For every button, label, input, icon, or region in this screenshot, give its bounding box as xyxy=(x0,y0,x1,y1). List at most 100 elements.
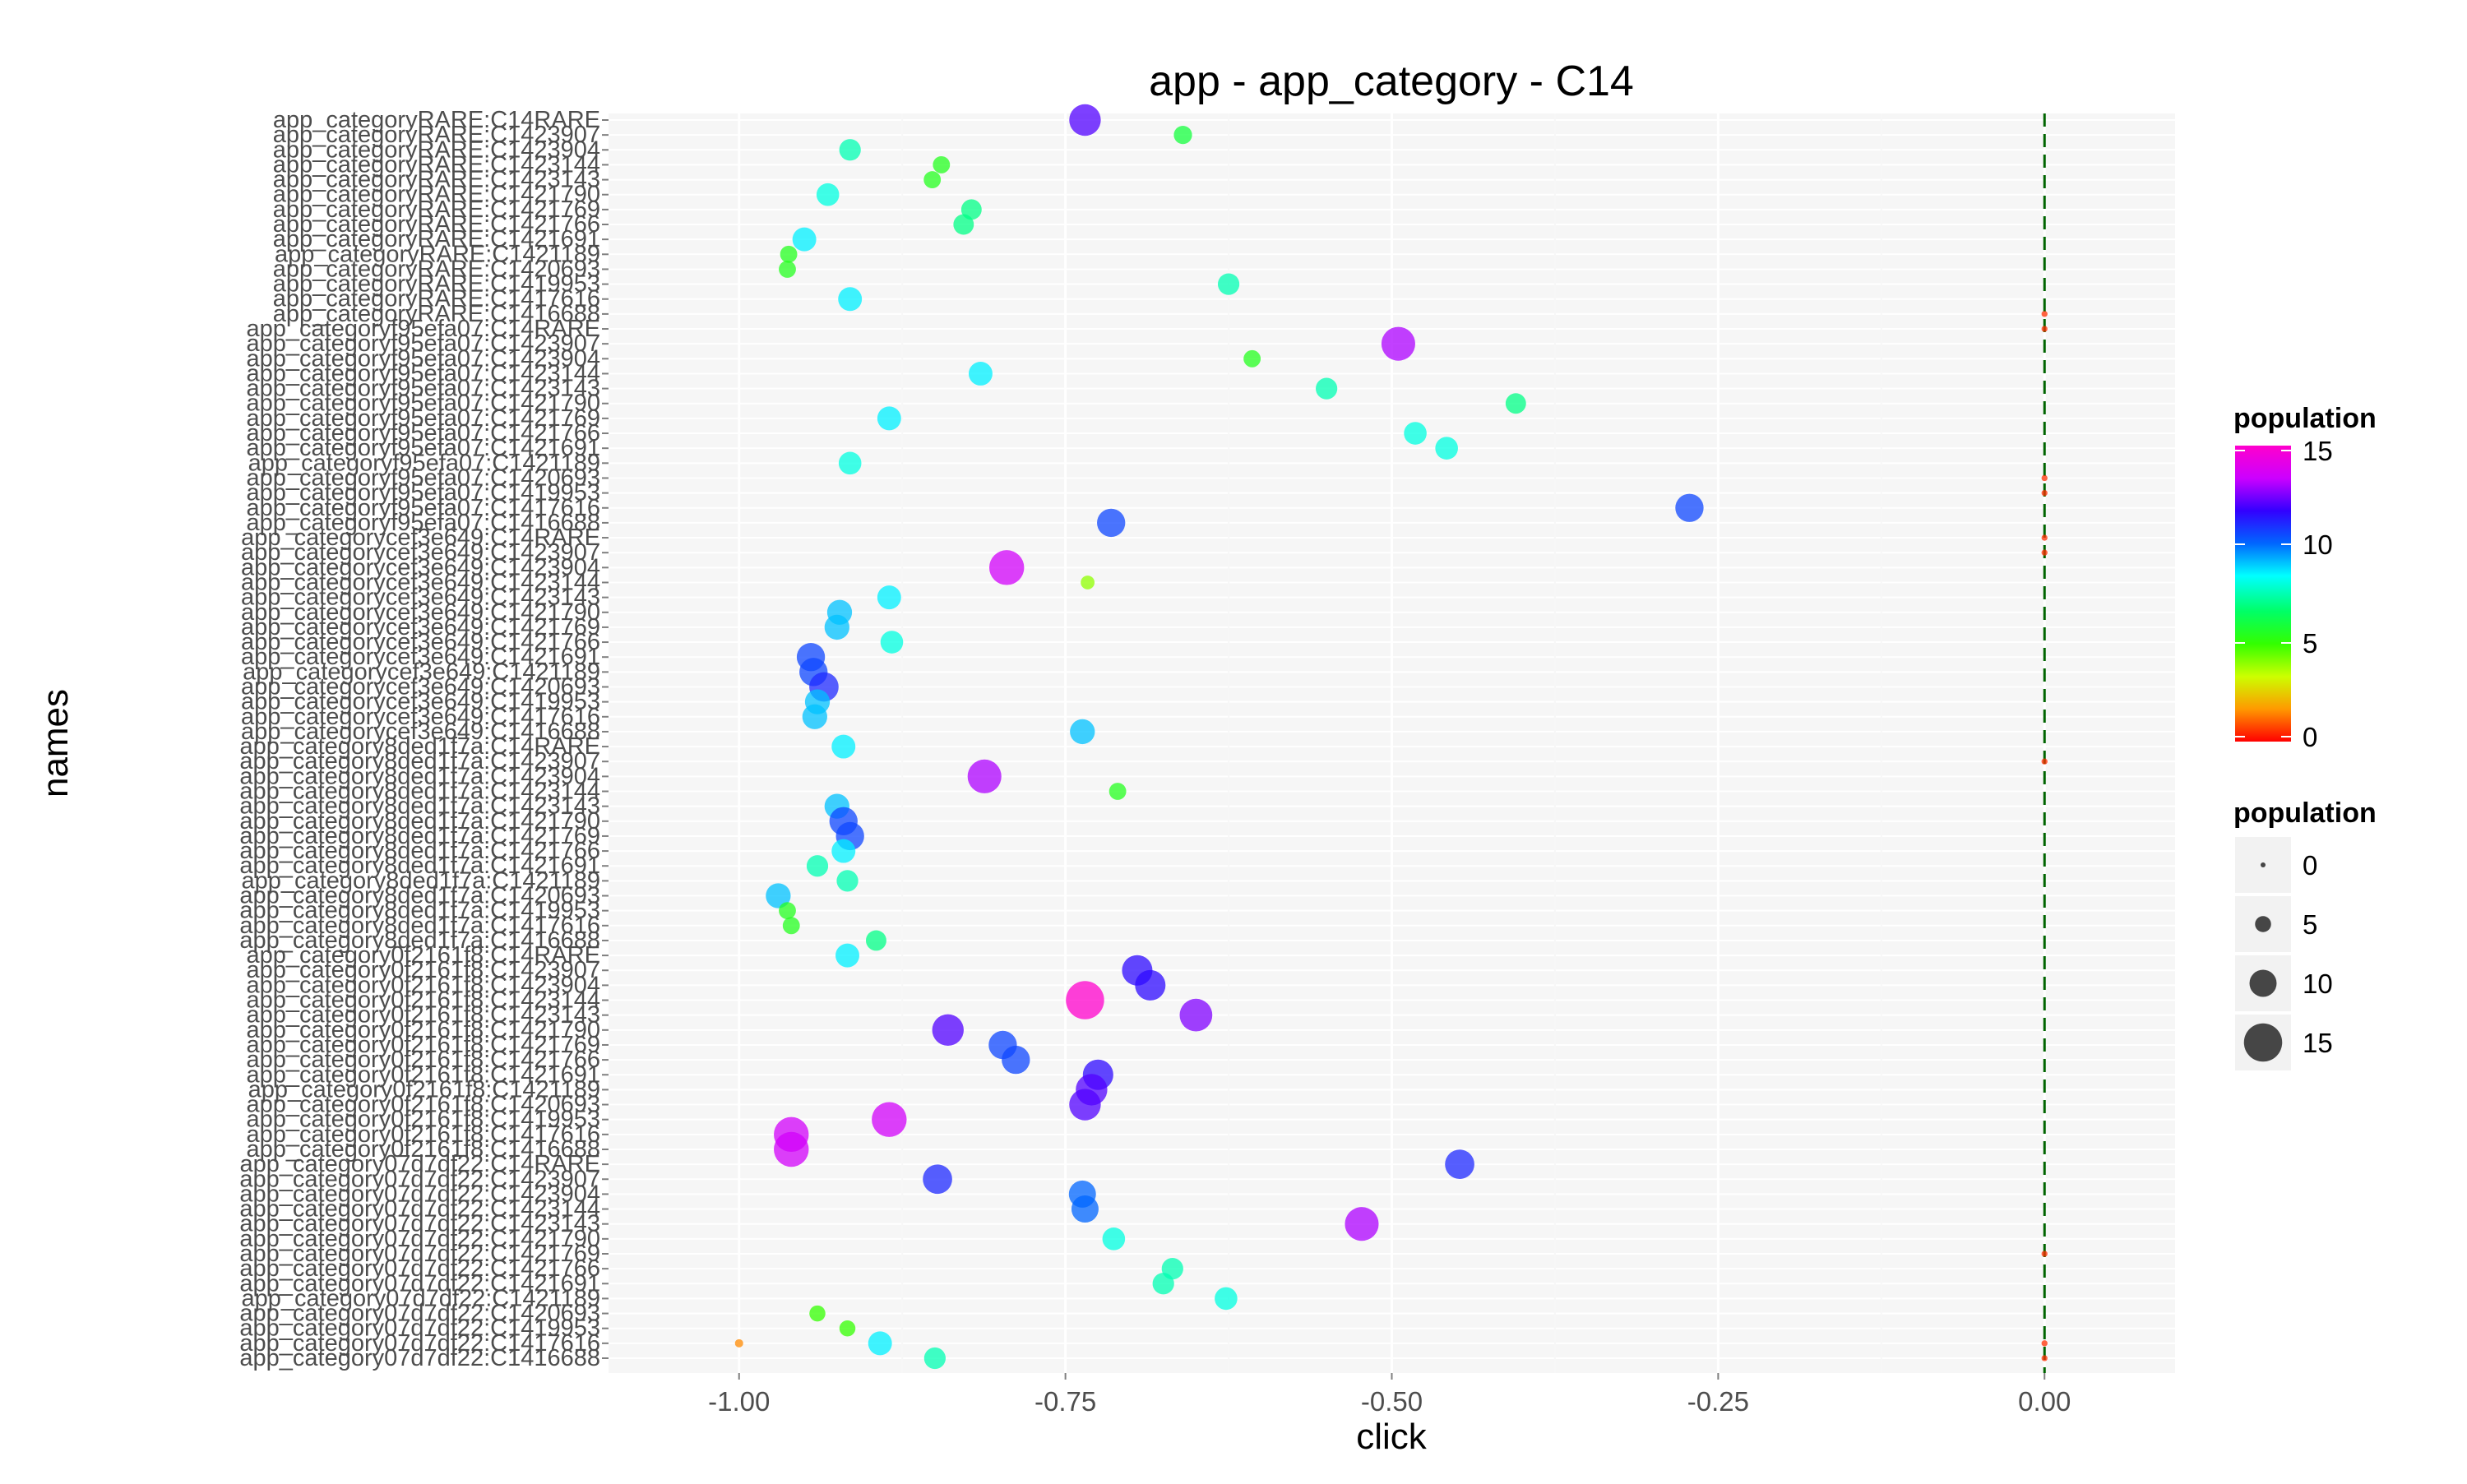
data-point xyxy=(1217,273,1240,295)
y-tick-label: app_categoryf95efa07:C14RARE xyxy=(247,316,600,342)
data-point xyxy=(839,139,861,161)
data-point xyxy=(1066,981,1104,1019)
y-tick-label: app_categorycef3e649:C1421691 xyxy=(241,644,600,670)
data-point xyxy=(1675,493,1704,522)
color-legend-label: 0 xyxy=(2303,722,2317,752)
y-tick-label: app_categoryf95efa07:C1421769 xyxy=(246,405,600,432)
data-point xyxy=(766,883,791,908)
x-tick-label: -0.50 xyxy=(1361,1386,1423,1417)
data-point xyxy=(2041,311,2048,317)
y-tick-label: app_category07d7df22:C1423907 xyxy=(239,1166,600,1192)
size-legend-key xyxy=(2261,862,2266,867)
y-tick-label: app_categorycef3e649:C1421766 xyxy=(241,629,600,655)
y-tick-label: app_category8ded1f7a:C1423143 xyxy=(239,793,600,820)
y-tick-label: app_category0f2161f8:C1421691 xyxy=(246,1061,600,1088)
data-point xyxy=(2041,549,2048,556)
color-legend-label: 5 xyxy=(2303,628,2317,659)
y-tick-label: app_categorycef3e649:C1416688 xyxy=(241,719,600,745)
y-tick-label: app_categoryRARE:C1423907 xyxy=(273,122,600,148)
x-tick-label: -0.25 xyxy=(1687,1386,1749,1417)
y-tick-label: app_category07d7df22:C1416688 xyxy=(239,1345,600,1371)
y-tick-label: app_categoryf95efa07:C1419953 xyxy=(246,480,600,506)
data-point xyxy=(774,1131,809,1167)
y-tick-label: app_categoryRARE:C1421691 xyxy=(273,226,600,252)
size-legend-label: 0 xyxy=(2303,850,2317,881)
y-tick-label: app_category8ded1f7a:C1423904 xyxy=(239,763,600,789)
y-tick-label: app_categoryRARE:C1416688 xyxy=(273,301,600,327)
color-legend: population 0 5 10 15 xyxy=(2233,403,2377,752)
y-tick-label: app_categorycef3e649:C1421769 xyxy=(241,614,600,640)
chart-title: app - app_category - C14 xyxy=(1149,58,1634,105)
y-tick-label: app_category07d7df22:C14RARE xyxy=(239,1151,600,1177)
x-tick-label: -0.75 xyxy=(1034,1386,1096,1417)
y-tick-label: app_categoryRARE:C1419953 xyxy=(273,271,600,298)
y-tick-label: app_categoryf95efa07:C1423144 xyxy=(246,360,600,386)
y-tick-label: app_category0f2161f8:C1416688 xyxy=(246,1136,600,1163)
y-tick-label: app_category8ded1f7a:C1423144 xyxy=(239,779,600,805)
data-point xyxy=(933,156,951,173)
y-tick-label: app_category8ded1f7a:C1416688 xyxy=(239,927,600,954)
y-tick-label: app_categoryRARE:C1420693 xyxy=(273,256,600,282)
data-point xyxy=(1102,1227,1126,1251)
y-tick-label: app_categoryRARE:C1421189 xyxy=(275,241,600,267)
y-tick-label: app_category07d7df22:C1421189 xyxy=(242,1285,600,1311)
data-point xyxy=(967,759,1002,793)
y-tick-label: app_categoryf95efa07:C1423143 xyxy=(246,376,600,402)
y-tick-label: app_categoryf95efa07:C1421766 xyxy=(246,420,600,446)
data-point xyxy=(1173,126,1192,145)
y-tick-label: app_category0f2161f8:C1417616 xyxy=(246,1121,600,1148)
y-tick-label: app_categoryf95efa07:C1416688 xyxy=(246,510,600,536)
data-point xyxy=(1316,377,1338,400)
data-point xyxy=(1081,576,1095,589)
y-tick-label: app_categoryRARE:C1421790 xyxy=(273,182,600,208)
y-tick-label: app_category07d7df22:C1420693 xyxy=(239,1301,600,1327)
data-point xyxy=(2041,534,2048,541)
data-point xyxy=(932,1014,964,1047)
size-legend-key xyxy=(2255,916,2271,932)
data-point xyxy=(2041,326,2048,332)
data-point xyxy=(836,870,859,892)
y-tick-label: app_category0f2161f8:C1423143 xyxy=(246,1002,600,1029)
y-tick-label: app_category0f2161f8:C14RARE xyxy=(247,942,600,969)
y-tick-label: app_category0f2161f8:C1420693 xyxy=(246,1092,600,1118)
size-legend-label: 15 xyxy=(2303,1028,2333,1058)
data-point xyxy=(839,1320,856,1337)
x-axis-title: click xyxy=(1356,1417,1428,1457)
y-tick-label: app_category0f2161f8:C1421769 xyxy=(246,1032,600,1058)
y-tick-label: app_categorycef3e649:C1417616 xyxy=(241,704,600,730)
color-legend-bar xyxy=(2235,446,2291,742)
y-tick-label: app_categorycef3e649:C1423907 xyxy=(241,539,600,566)
data-point xyxy=(816,183,840,206)
data-point xyxy=(923,1347,946,1370)
size-legend: population 0 5 10 15 xyxy=(2233,797,2377,1070)
y-tick-label: app_category07d7df22:C1421691 xyxy=(239,1270,600,1297)
size-legend-key xyxy=(2243,1023,2283,1062)
y-tick-label: app_categoryf95efa07:C1420693 xyxy=(246,465,600,491)
color-legend-label: 10 xyxy=(2303,529,2333,560)
data-point xyxy=(880,631,904,654)
data-point xyxy=(1152,1273,1174,1295)
y-tick-label: app_categoryf95efa07:C1421691 xyxy=(246,435,600,461)
y-tick-label: app_categorycef3e649:C1421189 xyxy=(243,659,600,685)
y-tick-label: app_categoryRARE:C14RARE xyxy=(273,107,600,133)
data-point xyxy=(806,855,829,877)
y-tick-label: app_category07d7df22:C1421790 xyxy=(239,1226,600,1252)
y-tick-label: app_category8ded1f7a:C1421769 xyxy=(239,823,600,849)
y-tick-label: app_category0f2161f8:C1419953 xyxy=(246,1107,600,1133)
y-tick-label: app_category07d7df22:C1417616 xyxy=(239,1330,600,1357)
y-tick-label: app_category07d7df22:C1423904 xyxy=(239,1181,600,1207)
data-point xyxy=(868,1331,892,1356)
data-point xyxy=(780,245,798,263)
data-point xyxy=(872,1102,907,1137)
y-tick-label: app_category0f2161f8:C1423904 xyxy=(246,972,600,998)
y-tick-label: app_categorycef3e649:C1423904 xyxy=(241,554,600,580)
data-point xyxy=(1069,1089,1101,1121)
x-tick-label: -1.00 xyxy=(708,1386,770,1417)
data-point xyxy=(1069,104,1101,136)
data-point xyxy=(1445,1149,1474,1179)
data-point xyxy=(1345,1207,1379,1241)
data-point xyxy=(1404,422,1427,445)
data-point xyxy=(1505,393,1526,414)
